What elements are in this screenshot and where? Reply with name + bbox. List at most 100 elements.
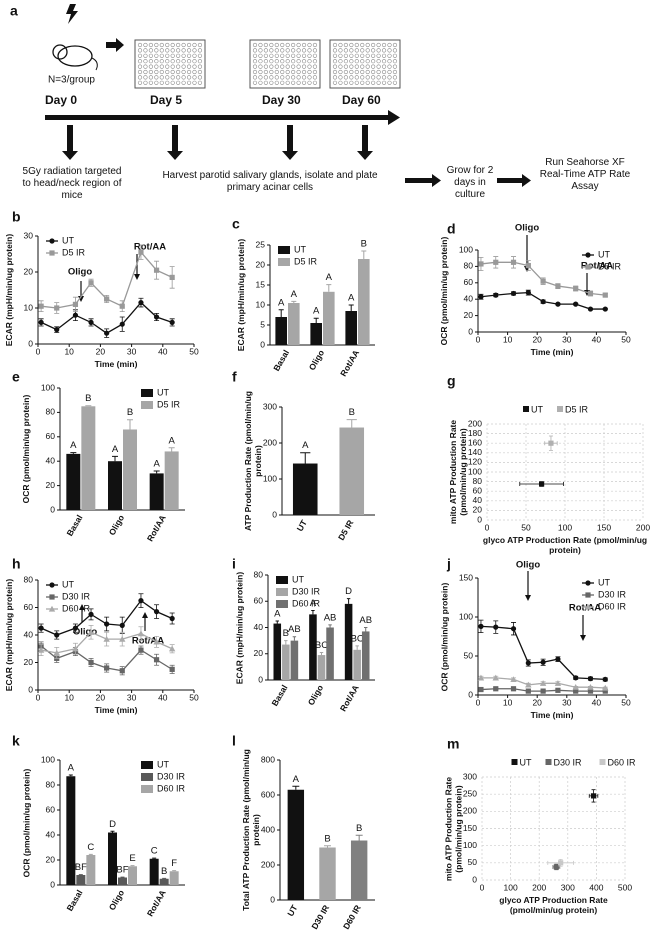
y-tick-label: 100 bbox=[41, 754, 55, 764]
y-tick-label: 100 bbox=[459, 244, 473, 254]
x-tick-label: Rot/AA bbox=[338, 348, 361, 378]
marker bbox=[525, 688, 531, 694]
plate-well bbox=[280, 64, 285, 69]
plate-well bbox=[338, 59, 343, 64]
x-tick-label: Basal bbox=[65, 888, 85, 913]
x-tick-label: 0 bbox=[476, 334, 481, 344]
legend-swatch bbox=[511, 759, 518, 765]
marker bbox=[540, 688, 546, 694]
plate-well bbox=[312, 69, 318, 75]
marker bbox=[540, 659, 546, 665]
y-tick-label: 50 bbox=[464, 650, 474, 660]
error-bar bbox=[168, 447, 175, 452]
plate-well bbox=[301, 42, 307, 48]
plate-well bbox=[258, 59, 263, 64]
plate-well bbox=[376, 64, 381, 69]
significance-letter: C bbox=[151, 846, 158, 857]
step-text: Run Seahorse XF Real-Time ATP Rate Assay bbox=[539, 157, 631, 192]
plate-well bbox=[371, 42, 376, 48]
annotation: Oligo bbox=[515, 223, 539, 234]
plate-well bbox=[392, 48, 398, 53]
plate-well bbox=[165, 42, 170, 48]
plate-well bbox=[338, 48, 343, 53]
plate-well bbox=[371, 48, 376, 53]
error-bar bbox=[291, 300, 297, 303]
x-tick-label: 10 bbox=[64, 692, 74, 702]
plate-well bbox=[301, 59, 307, 64]
x-tick-label: D30 IR bbox=[309, 903, 331, 931]
plate-well bbox=[360, 42, 365, 48]
plate-well bbox=[154, 80, 159, 85]
marker bbox=[119, 635, 126, 642]
plate-well bbox=[137, 53, 143, 58]
marker bbox=[54, 305, 60, 311]
significance-letter: B bbox=[349, 407, 355, 418]
plate-well bbox=[269, 75, 274, 80]
plate-well bbox=[343, 80, 349, 85]
plate-well bbox=[381, 75, 387, 80]
bar bbox=[76, 875, 86, 885]
significance-letter: AB bbox=[324, 612, 337, 623]
plate-well bbox=[197, 48, 203, 53]
plate-well bbox=[343, 75, 349, 80]
plate-well bbox=[176, 80, 181, 85]
y-axis-label: ECAR (mpH/min/ug protein) bbox=[234, 571, 244, 684]
x-tick-label: Oligo bbox=[107, 513, 127, 537]
plate-well bbox=[148, 69, 153, 75]
significance-letter: BC bbox=[351, 633, 364, 644]
plate-well bbox=[376, 42, 381, 48]
plate-well bbox=[176, 75, 181, 80]
y-tick-label: 20 bbox=[24, 266, 34, 276]
significance-letter: D bbox=[345, 586, 352, 597]
plate-well bbox=[154, 53, 159, 58]
plate-well bbox=[197, 53, 203, 58]
x-tick-label: D60 IR bbox=[341, 903, 363, 931]
x-axis-label: Time (min) bbox=[94, 359, 138, 369]
legend-label: D30 IR bbox=[292, 586, 321, 596]
y-tick-label: 20 bbox=[24, 657, 34, 667]
legend-swatch bbox=[141, 773, 153, 781]
plate-well bbox=[186, 42, 192, 48]
plate-well bbox=[148, 80, 153, 85]
plate-well bbox=[312, 59, 318, 64]
legend-label: D30 IR bbox=[157, 771, 186, 781]
plate-well bbox=[197, 59, 203, 64]
y-tick-label: 200 bbox=[468, 418, 482, 428]
legend-swatch bbox=[276, 600, 288, 608]
plate-well bbox=[274, 64, 279, 69]
marker bbox=[573, 301, 579, 307]
y-tick-label: 0 bbox=[28, 338, 33, 348]
plate-well bbox=[291, 48, 296, 53]
error-bar bbox=[68, 774, 73, 777]
error-bar bbox=[313, 317, 319, 323]
marker bbox=[72, 301, 79, 307]
plate-well bbox=[354, 64, 359, 69]
plate-well bbox=[274, 59, 279, 64]
plate-well bbox=[148, 75, 153, 80]
plate-well bbox=[301, 64, 307, 69]
plate-well bbox=[343, 69, 349, 75]
plate-well bbox=[360, 64, 365, 69]
y-tick-label: 100 bbox=[463, 840, 477, 850]
significance-letter: B bbox=[161, 866, 167, 877]
significance-letter: AB bbox=[288, 624, 301, 635]
arrow bbox=[106, 38, 124, 52]
plate-well bbox=[349, 59, 354, 64]
marker bbox=[525, 660, 531, 666]
y-tick-label: 50 bbox=[468, 857, 478, 867]
mouse-icon bbox=[91, 57, 98, 71]
y-tick-label: 0 bbox=[472, 874, 477, 884]
annotation: Oligo bbox=[73, 627, 97, 638]
plate-well bbox=[143, 80, 148, 85]
plate-well bbox=[285, 75, 290, 80]
x-tick-label: 100 bbox=[504, 882, 518, 892]
plate-well bbox=[376, 80, 381, 85]
marker bbox=[510, 686, 517, 692]
plate-well bbox=[186, 53, 192, 58]
plate-well bbox=[165, 69, 170, 75]
error-bar bbox=[292, 785, 300, 790]
plate-well bbox=[258, 48, 263, 53]
plate-well bbox=[360, 48, 365, 53]
plate-well bbox=[349, 69, 354, 75]
